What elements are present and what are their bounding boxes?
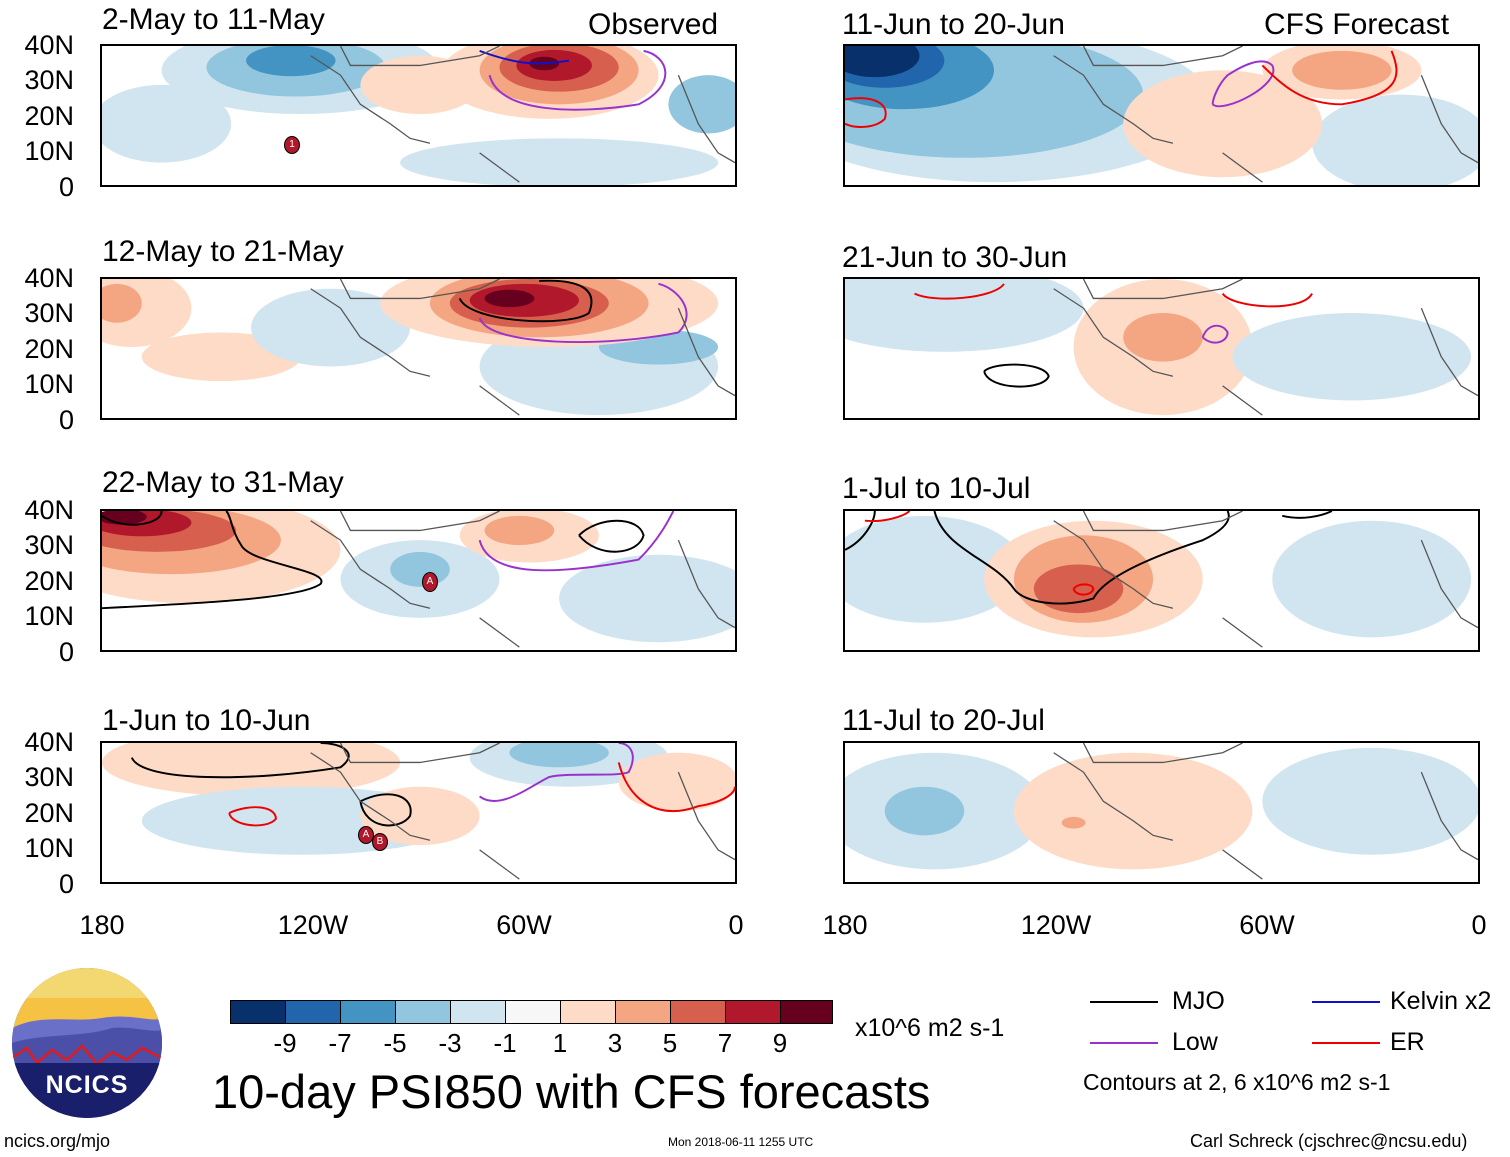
map-panel-forecast-2 [843, 277, 1480, 420]
colorbar-swatch [670, 1000, 726, 1024]
colorbar-swatch [615, 1000, 671, 1024]
lon-label: 120W [1020, 910, 1092, 940]
colorbar-tick: -5 [383, 1028, 407, 1058]
lat-label: 10N [24, 833, 74, 863]
panel-title: 11-Jun to 20-Jun [842, 8, 1065, 41]
legend-label-mjo: MJO [1172, 987, 1225, 1015]
colorbar-swatch [450, 1000, 506, 1024]
lat-label: 20N [24, 101, 74, 131]
panel-title: 22-May to 31-May [102, 466, 344, 499]
lat-label: 0 [58, 405, 74, 435]
legend-label-kelvin: Kelvin x2 [1390, 987, 1492, 1015]
lat-label: 30N [24, 530, 74, 560]
main-title: 10-day PSI850 with CFS forecasts [212, 1065, 931, 1118]
map-panel-forecast-1 [843, 44, 1480, 187]
map-panel-observed-4 [100, 741, 737, 884]
lat-label: 30N [24, 298, 74, 328]
colorbar-swatch [505, 1000, 561, 1024]
colorbar-swatch [780, 1000, 833, 1024]
panel-title: 11-Jul to 20-Jul [842, 704, 1045, 737]
lon-label: 0 [728, 910, 744, 940]
lat-label: 0 [58, 172, 74, 202]
colorbar-tick: 3 [607, 1028, 623, 1058]
panel-title: 21-Jun to 30-Jun [842, 241, 1068, 274]
storm-marker: B [372, 833, 388, 851]
storm-marker: 1 [284, 136, 300, 154]
legend-label-low: Low [1172, 1028, 1218, 1056]
lat-label: 40N [24, 263, 74, 293]
lat-label: 10N [24, 369, 74, 399]
cfs-forecast-label: CFS Forecast [1264, 8, 1450, 41]
lat-label: 40N [24, 30, 74, 60]
panel-title: 2-May to 11-May [102, 3, 325, 36]
colorbar-swatch [725, 1000, 781, 1024]
map-panel-observed-2 [100, 277, 737, 420]
colorbar-swatch [560, 1000, 616, 1024]
colorbar-tick: 1 [552, 1028, 568, 1058]
colorbar-swatch [285, 1000, 341, 1024]
lon-label: 120W [277, 910, 349, 940]
lat-label: 20N [24, 334, 74, 364]
legend-note: Contours at 2, 6 x10^6 m2 s-1 [1083, 1069, 1391, 1095]
panel-title: 1-Jun to 10-Jun [102, 704, 311, 737]
legend-line-kelvin [1312, 1001, 1380, 1003]
lat-label: 20N [24, 566, 74, 596]
lat-label: 0 [58, 637, 74, 667]
colorbar-tick: -3 [438, 1028, 462, 1058]
lat-label: 10N [24, 601, 74, 631]
observed-label: Observed [588, 8, 719, 41]
logo-text: NCICS [45, 1071, 129, 1099]
colorbar-units: x10^6 m2 s-1 [855, 1014, 1005, 1042]
panel-title: 1-Jul to 10-Jul [842, 472, 1031, 505]
lat-label: 30N [24, 762, 74, 792]
footer-url: ncics.org/mjo [4, 1131, 111, 1151]
map-panel-observed-3 [100, 509, 737, 652]
map-panel-forecast-4 [843, 741, 1480, 884]
lat-label: 20N [24, 798, 74, 828]
lat-label: 10N [24, 136, 74, 166]
colorbar-swatch [230, 1000, 286, 1024]
colorbar-tick: -7 [328, 1028, 352, 1058]
lat-label: 40N [24, 495, 74, 525]
lat-label: 30N [24, 65, 74, 95]
map-panel-forecast-3 [843, 509, 1480, 652]
footer-credit: Carl Schreck (cjschrec@ncsu.edu) [1190, 1131, 1468, 1151]
legend-label-er: ER [1390, 1028, 1425, 1056]
footer-timestamp: Mon 2018-06-11 1255 UTC [668, 1135, 814, 1149]
legend-line-er [1312, 1042, 1380, 1044]
lon-label: 180 [822, 910, 868, 940]
lat-label: 0 [58, 869, 74, 899]
legend-line-mjo [1090, 1001, 1158, 1003]
lon-label: 180 [79, 910, 125, 940]
colorbar-tick: 9 [772, 1028, 788, 1058]
lon-label: 60W [496, 910, 552, 940]
lon-label: 60W [1239, 910, 1295, 940]
panel-title: 12-May to 21-May [102, 235, 344, 268]
colorbar-tick: 7 [717, 1028, 733, 1058]
ncics-logo: NCICS [12, 968, 162, 1118]
colorbar-tick: 5 [662, 1028, 678, 1058]
lon-label: 0 [1471, 910, 1487, 940]
lat-label: 40N [24, 727, 74, 757]
colorbar-swatch [395, 1000, 451, 1024]
storm-marker: A [422, 572, 438, 592]
colorbar-tick: -1 [493, 1028, 517, 1058]
legend-line-low [1090, 1042, 1158, 1044]
map-panel-observed-1 [100, 44, 737, 187]
colorbar-swatch [340, 1000, 396, 1024]
colorbar-tick: -9 [273, 1028, 297, 1058]
